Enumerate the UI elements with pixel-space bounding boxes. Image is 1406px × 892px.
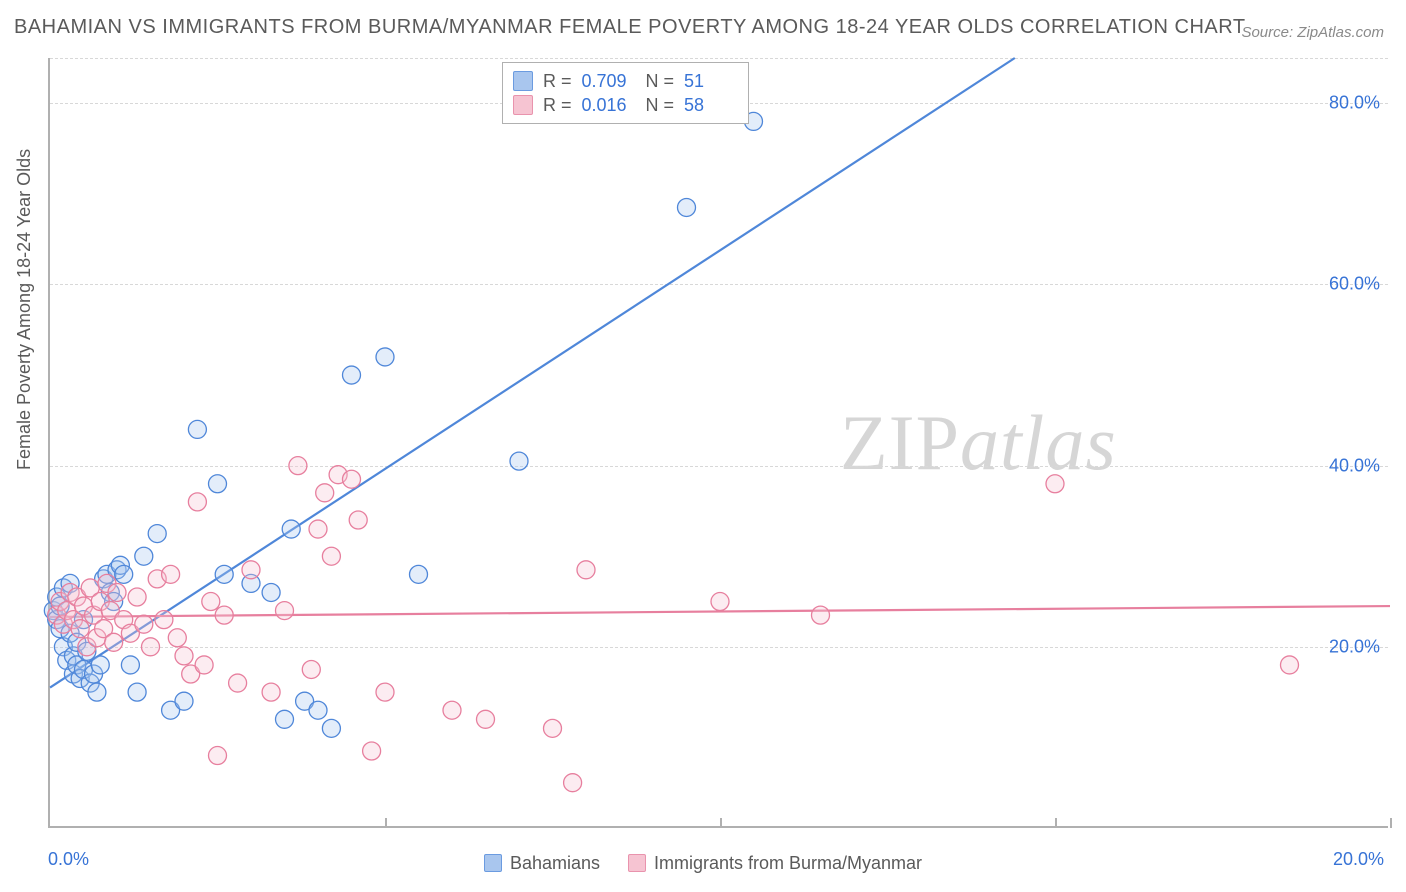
plot-area: ZIPatlas 20.0%40.0%60.0%80.0% R =0.709N …	[48, 58, 1388, 828]
plot-svg	[50, 58, 1388, 826]
data-point	[322, 547, 340, 565]
data-point	[135, 615, 153, 633]
data-point	[229, 674, 247, 692]
data-point	[1046, 475, 1064, 493]
stat-n-label: N =	[646, 93, 675, 117]
legend-swatch	[513, 71, 533, 91]
data-point	[242, 561, 260, 579]
data-point	[544, 719, 562, 737]
stat-r-label: R =	[543, 69, 572, 93]
data-point	[349, 511, 367, 529]
data-point	[309, 701, 327, 719]
data-point	[282, 520, 300, 538]
data-point	[155, 611, 173, 629]
bottom-legend-item: Immigrants from Burma/Myanmar	[628, 853, 922, 874]
data-point	[376, 348, 394, 366]
data-point	[309, 520, 327, 538]
data-point	[376, 683, 394, 701]
stat-legend: R = 0.709 N = 51 R = 0.016 N = 58	[502, 62, 749, 124]
data-point	[564, 774, 582, 792]
data-point	[209, 475, 227, 493]
data-point	[128, 683, 146, 701]
data-point	[302, 660, 320, 678]
data-point	[812, 606, 830, 624]
trend-line	[50, 58, 1015, 688]
legend-swatch	[513, 95, 533, 115]
stat-n-value: 58	[684, 93, 738, 117]
chart-title: BAHAMIAN VS IMMIGRANTS FROM BURMA/MYANMA…	[14, 16, 1246, 39]
data-point	[195, 656, 213, 674]
data-point	[343, 366, 361, 384]
data-point	[162, 565, 180, 583]
data-point	[276, 710, 294, 728]
bottom-legend-item: Bahamians	[484, 853, 600, 874]
bottom-legend: Bahamians Immigrants from Burma/Myanmar	[0, 853, 1406, 874]
data-point	[410, 565, 428, 583]
data-point	[577, 561, 595, 579]
data-point	[71, 620, 89, 638]
data-point	[711, 593, 729, 611]
stat-n-value: 51	[684, 69, 738, 93]
stat-r-value: 0.709	[582, 69, 636, 93]
data-point	[105, 633, 123, 651]
data-point	[108, 583, 126, 601]
data-point	[322, 719, 340, 737]
stat-n-label: N =	[646, 69, 675, 93]
data-point	[142, 638, 160, 656]
stat-legend-row: R = 0.016 N = 58	[513, 93, 738, 117]
data-point	[135, 547, 153, 565]
data-point	[202, 593, 220, 611]
data-point	[276, 602, 294, 620]
chart-container: BAHAMIAN VS IMMIGRANTS FROM BURMA/MYANMA…	[0, 0, 1406, 892]
data-point	[115, 565, 133, 583]
data-point	[148, 525, 166, 543]
data-point	[128, 588, 146, 606]
bottom-legend-label: Bahamians	[510, 853, 600, 873]
data-point	[1281, 656, 1299, 674]
data-point	[188, 420, 206, 438]
data-point	[168, 629, 186, 647]
legend-swatch	[484, 854, 502, 872]
data-point	[510, 452, 528, 470]
data-point	[209, 747, 227, 765]
y-axis-label: Female Poverty Among 18-24 Year Olds	[14, 149, 35, 470]
bottom-legend-label: Immigrants from Burma/Myanmar	[654, 853, 922, 873]
data-point	[262, 683, 280, 701]
data-point	[188, 493, 206, 511]
xtick	[1390, 818, 1392, 828]
data-point	[443, 701, 461, 719]
stat-r-value: 0.016	[582, 93, 636, 117]
data-point	[363, 742, 381, 760]
data-point	[88, 683, 106, 701]
data-point	[121, 656, 139, 674]
data-point	[215, 565, 233, 583]
data-point	[91, 656, 109, 674]
data-point	[289, 457, 307, 475]
data-point	[262, 583, 280, 601]
data-point	[343, 470, 361, 488]
data-point	[316, 484, 334, 502]
legend-swatch	[628, 854, 646, 872]
data-point	[175, 692, 193, 710]
stat-r-label: R =	[543, 93, 572, 117]
data-point	[175, 647, 193, 665]
data-point	[678, 198, 696, 216]
data-point	[477, 710, 495, 728]
stat-legend-row: R = 0.709 N = 51	[513, 69, 738, 93]
source-attribution: Source: ZipAtlas.com	[1241, 24, 1384, 41]
data-point	[215, 606, 233, 624]
